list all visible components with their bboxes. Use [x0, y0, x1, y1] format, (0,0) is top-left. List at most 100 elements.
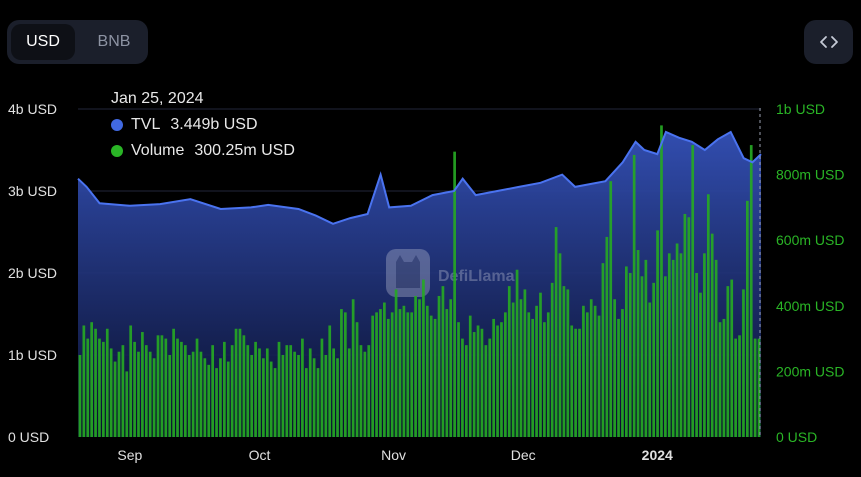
volume-bar — [601, 263, 605, 437]
volume-bar — [164, 338, 168, 437]
volume-bar — [562, 286, 566, 437]
volume-bar — [667, 253, 671, 437]
x-tick-label: Nov — [381, 447, 406, 463]
volume-bar — [289, 345, 293, 437]
volume-bar — [597, 315, 601, 437]
volume-bar — [449, 299, 453, 437]
volume-bar — [343, 312, 347, 437]
left-tick-label: 3b USD — [8, 183, 57, 199]
volume-bar — [113, 361, 117, 437]
volume-bar — [121, 345, 125, 437]
volume-bar — [141, 332, 144, 437]
volume-bar — [738, 335, 741, 437]
volume-bar — [699, 292, 702, 437]
volume-bar — [468, 315, 472, 437]
tooltip-volume-value: 300.25m USD — [194, 142, 295, 159]
volume-bar — [515, 269, 519, 437]
right-tick-label: 200m USD — [776, 363, 844, 379]
volume-bar — [242, 335, 246, 437]
volume-bar — [137, 351, 140, 437]
volume-bar — [546, 312, 550, 437]
volume-bar — [726, 286, 730, 437]
volume-bar — [324, 355, 328, 437]
volume-bar — [383, 302, 386, 437]
volume-bar — [422, 279, 425, 437]
volume-bar — [745, 200, 749, 437]
currency-option-usd[interactable]: USD — [11, 24, 75, 60]
tooltip-volume-label: Volume — [131, 142, 185, 159]
right-axis-ticks: 0 USD 200m USD 400m USD 600m USD 800m USD 1b … — [776, 101, 844, 445]
left-axis-ticks: 0 USD 1b USD 2b USD 3b USD 4b USD — [8, 101, 57, 445]
volume-bar — [531, 318, 535, 437]
volume-bar — [706, 194, 710, 437]
volume-bar — [722, 318, 726, 437]
volume-bar — [453, 151, 456, 437]
volume-bar — [500, 322, 503, 437]
tooltip-date: Jan 25, 2024 — [111, 90, 204, 107]
volume-bar — [648, 302, 652, 437]
volume-bar — [203, 358, 207, 437]
tooltip-tvl-row: TVL 3.449b USD — [111, 112, 295, 138]
volume-bar — [133, 341, 136, 437]
x-tick-label: Dec — [511, 447, 536, 463]
volume-bar — [461, 338, 464, 437]
volume-bar — [636, 250, 640, 437]
volume-bars — [78, 125, 761, 438]
volume-bar — [570, 325, 574, 437]
volume-bar — [223, 341, 226, 437]
embed-code-button[interactable] — [804, 20, 853, 64]
volume-bar — [632, 154, 636, 438]
volume-bar — [156, 335, 160, 437]
volume-bar — [480, 328, 484, 437]
volume-bar — [496, 325, 499, 437]
volume-bar — [273, 368, 277, 437]
x-tick-label: Sep — [117, 447, 142, 463]
volume-bar — [199, 351, 203, 437]
volume-bar — [644, 259, 648, 437]
chart-tooltip: Jan 25, 2024 TVL 3.449b USD Volume 300.2… — [111, 88, 295, 164]
volume-bar — [578, 328, 581, 437]
volume-bar — [523, 289, 527, 437]
volume-bar — [258, 348, 261, 437]
volume-bar — [535, 305, 538, 437]
volume-bar — [371, 315, 375, 437]
volume-bar — [628, 273, 632, 437]
volume-bar — [582, 305, 585, 437]
volume-bar — [507, 286, 511, 437]
volume-bar — [749, 145, 753, 437]
currency-option-bnb[interactable]: BNB — [97, 33, 131, 50]
volume-bar — [250, 355, 254, 437]
volume-bar — [464, 345, 468, 437]
tvl-line — [77, 130, 762, 225]
volume-bar — [429, 315, 433, 437]
volume-bar — [589, 299, 593, 437]
volume-bar — [285, 345, 289, 437]
volume-bar — [172, 328, 175, 437]
volume-bar — [226, 361, 230, 437]
volume-bar — [714, 259, 718, 437]
volume-bar — [656, 230, 659, 437]
volume-bar — [664, 276, 667, 437]
tooltip-tvl-value: 3.449b USD — [170, 116, 258, 133]
volume-bar — [152, 358, 156, 437]
volume-bar — [301, 338, 304, 437]
tooltip-tvl-label: TVL — [131, 116, 161, 133]
volume-bar — [297, 355, 300, 437]
volume-bar — [359, 345, 363, 437]
volume-bar — [757, 338, 761, 437]
volume-bar — [246, 345, 250, 437]
volume-bar — [625, 266, 628, 437]
volume-bar — [320, 338, 324, 437]
code-icon — [819, 36, 838, 48]
x-tick-label: 2024 — [642, 447, 673, 463]
volume-bar — [605, 236, 609, 437]
volume-bar — [433, 318, 437, 437]
volume-bar — [390, 312, 394, 437]
volume-bar — [585, 312, 589, 437]
volume-bar — [347, 348, 351, 437]
right-tick-label: 400m USD — [776, 298, 844, 314]
volume-bar — [109, 348, 113, 437]
volume-bar — [269, 361, 273, 437]
volume-bar — [558, 253, 562, 437]
